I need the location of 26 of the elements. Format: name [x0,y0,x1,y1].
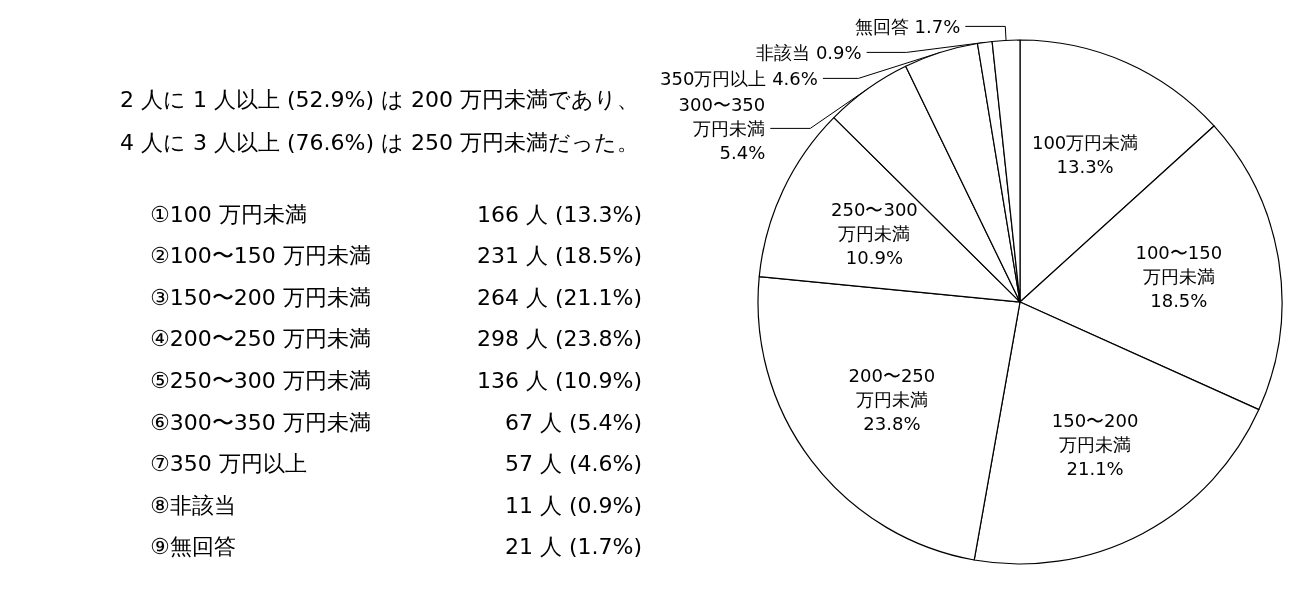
text: ③150〜200 万円未満 264 人 (21.1%) [150,284,643,310]
slice-label: 150〜200 万円未満 [1051,409,1139,455]
slice-label: 無回答 1.7% [854,15,961,37]
text: ⑨無回答 21 人 (1.7%) [150,534,643,560]
text: ④200〜250 万円未満 298 人 (23.8%) [150,326,643,352]
data-label: 13.3% [1056,156,1114,178]
text: ⑧非該当 11 人 (0.9%) [150,492,643,518]
slice-label: 200〜250 万円未満 [848,364,936,410]
text: ⑤250〜300 万円未満 136 人 (10.9%) [150,367,643,393]
data-label: 5.4% [719,141,766,163]
data-label: 21.1% [1066,457,1124,479]
slice-label: 100万円未満 [1031,132,1139,154]
text: ⑥300〜350 万円未満 67 人 (5.4%) [150,409,643,435]
slice-label: 350万円以上 4.6% [660,67,818,89]
data-label: 18.5% [1150,290,1208,312]
slice-label: 非該当 0.9% [756,41,862,63]
text: 2 人に 1 人以上 (52.9%) は 200 万円未満であり、 [120,86,639,112]
slice-label: 250〜300 万円未満 [831,199,918,245]
data-label: 23.8% [863,412,921,434]
text: 4 人に 3 人以上 (76.6%) は 250 万円未満だった。 [120,129,639,155]
text: ①100 万円未満 166 人 (13.3%) [150,201,643,227]
text: ⑦350 万円以上 57 人 (4.6%) [150,451,643,477]
slice-label: 300〜350 万円未満 [678,93,766,139]
data-label: 10.9% [845,247,904,269]
slice-label: 100〜150 万円未満 [1135,242,1223,288]
text: ②100〜150 万円未満 231 人 (18.5%) [150,243,643,269]
